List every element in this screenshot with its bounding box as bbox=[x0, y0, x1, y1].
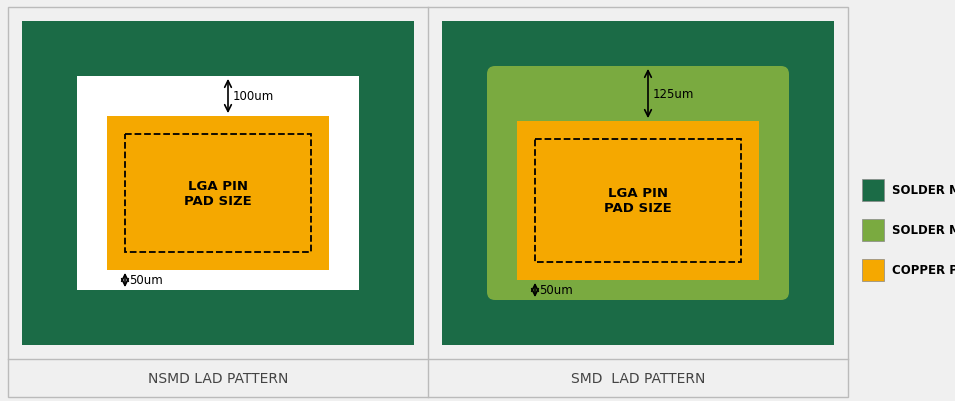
Text: 100um: 100um bbox=[233, 90, 274, 103]
Bar bbox=[8, 8, 848, 397]
Bar bbox=[77, 77, 359, 290]
Bar bbox=[442, 22, 834, 345]
Text: NSMD LAD PATTERN: NSMD LAD PATTERN bbox=[148, 371, 288, 385]
Bar bbox=[107, 117, 329, 270]
FancyBboxPatch shape bbox=[487, 67, 789, 300]
Bar bbox=[22, 22, 414, 345]
Text: SOLDER MASK ON BT: SOLDER MASK ON BT bbox=[892, 184, 955, 197]
Bar bbox=[517, 122, 759, 280]
Text: LGA PIN
PAD SIZE: LGA PIN PAD SIZE bbox=[605, 187, 672, 215]
Bar bbox=[535, 140, 741, 262]
Text: LGA PIN
PAD SIZE: LGA PIN PAD SIZE bbox=[184, 180, 252, 207]
Text: 50um: 50um bbox=[129, 274, 162, 287]
Bar bbox=[862, 180, 884, 201]
Bar bbox=[125, 135, 311, 252]
Text: 125um: 125um bbox=[653, 88, 694, 101]
Bar bbox=[862, 259, 884, 281]
Text: 50um: 50um bbox=[539, 284, 573, 297]
Bar bbox=[862, 219, 884, 241]
Text: SMD  LAD PATTERN: SMD LAD PATTERN bbox=[571, 371, 705, 385]
Text: SOLDER MASK ON COPPER: SOLDER MASK ON COPPER bbox=[892, 224, 955, 237]
Text: COPPER PAD: COPPER PAD bbox=[892, 264, 955, 277]
